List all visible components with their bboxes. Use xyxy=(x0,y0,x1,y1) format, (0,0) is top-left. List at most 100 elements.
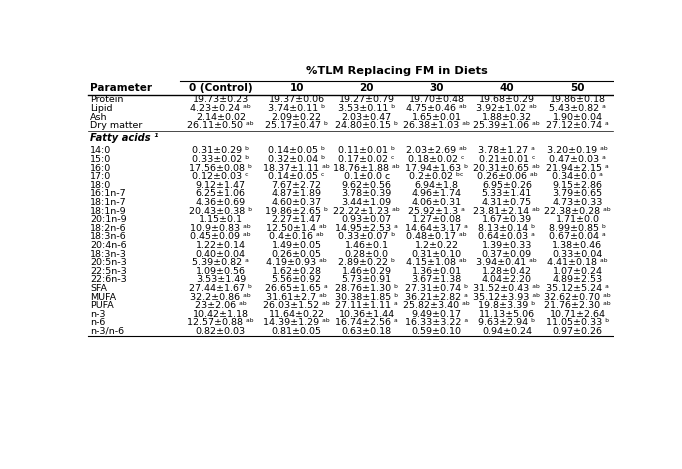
Text: Parameter: Parameter xyxy=(90,83,152,93)
Text: 1.15±0.1: 1.15±0.1 xyxy=(199,215,243,224)
Text: 0.82±0.03: 0.82±0.03 xyxy=(196,327,246,336)
Text: n-3/n-6: n-3/n-6 xyxy=(90,327,124,336)
Text: 3.20±0.19 ᵃᵇ: 3.20±0.19 ᵃᵇ xyxy=(547,146,608,155)
Text: Dry matter: Dry matter xyxy=(90,121,143,130)
Text: 3.74±0.11 ᵇ: 3.74±0.11 ᵇ xyxy=(268,104,325,113)
Text: 2.89±0.22 ᵇ: 2.89±0.22 ᵇ xyxy=(338,258,395,267)
Text: 11.13±5.06: 11.13±5.06 xyxy=(479,310,535,319)
Text: 20.43±0.38 ᵇ: 20.43±0.38 ᵇ xyxy=(189,207,252,216)
Text: 31.61±2.7 ᵃᵇ: 31.61±2.7 ᵃᵇ xyxy=(266,293,327,302)
Text: 4.60±0.37: 4.60±0.37 xyxy=(271,198,322,207)
Text: 4.04±2.20: 4.04±2.20 xyxy=(482,275,532,284)
Text: 27.12±0.74 ᵃ: 27.12±0.74 ᵃ xyxy=(546,121,609,130)
Text: 3.78±1.27 ᵃ: 3.78±1.27 ᵃ xyxy=(479,146,535,155)
Text: 35.12±5.24 ᵃ: 35.12±5.24 ᵃ xyxy=(546,284,609,293)
Text: 10.42±1.18: 10.42±1.18 xyxy=(193,310,249,319)
Text: 9.15±2.86: 9.15±2.86 xyxy=(552,181,602,190)
Text: n-3: n-3 xyxy=(90,310,106,319)
Text: 20:5n-3: 20:5n-3 xyxy=(90,258,127,267)
Text: 1.07±0.24: 1.07±0.24 xyxy=(552,267,602,276)
Text: 21.76±2.30 ᵃᵇ: 21.76±2.30 ᵃᵇ xyxy=(544,301,611,310)
Text: 30.38±1.85 ᵇ: 30.38±1.85 ᵇ xyxy=(335,293,398,302)
Text: 1.39±0.33: 1.39±0.33 xyxy=(481,241,532,250)
Text: 24.80±0.15 ᵇ: 24.80±0.15 ᵇ xyxy=(335,121,398,130)
Text: 20:4n-6: 20:4n-6 xyxy=(90,241,127,250)
Text: 22.22±1.23 ᵃᵇ: 22.22±1.23 ᵃᵇ xyxy=(333,207,400,216)
Text: 2.14±0.02: 2.14±0.02 xyxy=(196,113,246,121)
Text: 19.86±0.18: 19.86±0.18 xyxy=(550,95,606,105)
Text: 3.92±1.02 ᵃᵇ: 3.92±1.02 ᵃᵇ xyxy=(477,104,537,113)
Text: 4.73±0.33: 4.73±0.33 xyxy=(552,198,603,207)
Text: 18:1n-7: 18:1n-7 xyxy=(90,198,127,207)
Text: 25.92±1.3 ᵃ: 25.92±1.3 ᵃ xyxy=(409,207,465,216)
Text: 25.39±1.06 ᵃᵇ: 25.39±1.06 ᵃᵇ xyxy=(473,121,540,130)
Text: 9.49±0.17: 9.49±0.17 xyxy=(412,310,462,319)
Text: 20: 20 xyxy=(359,83,374,93)
Text: 4.06±0.31: 4.06±0.31 xyxy=(411,198,462,207)
Text: 4.89±2.53: 4.89±2.53 xyxy=(552,275,602,284)
Text: 10.9±0.83 ᵃᵇ: 10.9±0.83 ᵃᵇ xyxy=(190,224,251,233)
Text: 12.57±0.88 ᵃᵇ: 12.57±0.88 ᵃᵇ xyxy=(188,318,254,327)
Text: 35.12±3.93 ᵃᵇ: 35.12±3.93 ᵃᵇ xyxy=(473,293,540,302)
Text: 0.31±0.29 ᵇ: 0.31±0.29 ᵇ xyxy=(192,146,250,155)
Text: 9.12±1.47: 9.12±1.47 xyxy=(196,181,246,190)
Text: 2.09±0.22: 2.09±0.22 xyxy=(271,113,322,121)
Text: 0.28±0.0: 0.28±0.0 xyxy=(344,250,389,258)
Text: 4.75±0.46 ᵃᵇ: 4.75±0.46 ᵃᵇ xyxy=(406,104,467,113)
Text: 10.71±2.64: 10.71±2.64 xyxy=(550,310,606,319)
Text: 0.48±0.17 ᵃᵇ: 0.48±0.17 ᵃᵇ xyxy=(406,232,467,242)
Text: 32.62±0.70 ᵃᵇ: 32.62±0.70 ᵃᵇ xyxy=(544,293,611,302)
Text: 18:1n-9: 18:1n-9 xyxy=(90,207,127,216)
Text: 19.37±0.06: 19.37±0.06 xyxy=(269,95,325,105)
Text: 31.52±0.43 ᵃᵇ: 31.52±0.43 ᵃᵇ xyxy=(473,284,540,293)
Text: 0.97±0.26: 0.97±0.26 xyxy=(552,327,602,336)
Text: 1.38±0.46: 1.38±0.46 xyxy=(552,241,602,250)
Text: 20:1n-9: 20:1n-9 xyxy=(90,215,127,224)
Text: 6.95±0.26: 6.95±0.26 xyxy=(482,181,532,190)
Text: 1.88±0.32: 1.88±0.32 xyxy=(482,113,532,121)
Text: 0.18±0.02 ᶜ: 0.18±0.02 ᶜ xyxy=(409,155,465,164)
Text: 1.2±0.22: 1.2±0.22 xyxy=(415,241,458,250)
Text: 5.33±1.41: 5.33±1.41 xyxy=(481,189,532,198)
Text: PUFA: PUFA xyxy=(90,301,114,310)
Text: %TLM Replacing FM in Diets: %TLM Replacing FM in Diets xyxy=(306,66,487,76)
Text: 27.11±1.11 ᵃ: 27.11±1.11 ᵃ xyxy=(336,301,398,310)
Text: 0 (Control): 0 (Control) xyxy=(189,83,252,93)
Text: 0.47±0.03 ᵃ: 0.47±0.03 ᵃ xyxy=(549,155,606,164)
Text: 0.21±0.01 ᶜ: 0.21±0.01 ᶜ xyxy=(479,155,535,164)
Text: 0.93±0.07: 0.93±0.07 xyxy=(342,215,391,224)
Text: 25.17±0.47 ᵇ: 25.17±0.47 ᵇ xyxy=(265,121,328,130)
Text: 10: 10 xyxy=(289,83,304,93)
Text: 18:0: 18:0 xyxy=(90,181,111,190)
Text: 14:0: 14:0 xyxy=(90,146,111,155)
Text: 2.03±0.47: 2.03±0.47 xyxy=(342,113,391,121)
Text: 21.94±2.15 ᵃ: 21.94±2.15 ᵃ xyxy=(546,164,609,173)
Text: 0.64±0.03 ᵃ: 0.64±0.03 ᵃ xyxy=(479,232,535,242)
Text: 1.22±0.14: 1.22±0.14 xyxy=(196,241,246,250)
Text: 8.99±0.85 ᵇ: 8.99±0.85 ᵇ xyxy=(549,224,606,233)
Text: 0.26±0.06 ᵃᵇ: 0.26±0.06 ᵃᵇ xyxy=(477,172,537,181)
Text: 0.14±0.05 ᶜ: 0.14±0.05 ᶜ xyxy=(268,172,325,181)
Text: 23±2.06 ᵃᵇ: 23±2.06 ᵃᵇ xyxy=(195,301,247,310)
Text: 16.33±3.22 ᵃ: 16.33±3.22 ᵃ xyxy=(405,318,468,327)
Text: 0.33±0.07 ᵇ: 0.33±0.07 ᵇ xyxy=(338,232,396,242)
Text: 9.63±2.94 ᵇ: 9.63±2.94 ᵇ xyxy=(478,318,535,327)
Text: 9.62±0.56: 9.62±0.56 xyxy=(342,181,391,190)
Text: 1.62±0.28: 1.62±0.28 xyxy=(271,267,322,276)
Text: 4.41±0.18 ᵃᵇ: 4.41±0.18 ᵃᵇ xyxy=(547,258,608,267)
Text: 1.67±0.39: 1.67±0.39 xyxy=(482,215,532,224)
Text: Protein: Protein xyxy=(90,95,123,105)
Text: 4.87±1.89: 4.87±1.89 xyxy=(271,189,322,198)
Text: 18:3n-6: 18:3n-6 xyxy=(90,232,127,242)
Text: 1.46±0.1: 1.46±0.1 xyxy=(344,241,389,250)
Text: 27.44±1.67 ᵇ: 27.44±1.67 ᵇ xyxy=(190,284,252,293)
Text: 7.67±2.72: 7.67±2.72 xyxy=(271,181,322,190)
Text: 3.79±0.65: 3.79±0.65 xyxy=(552,189,602,198)
Text: 1.36±0.01: 1.36±0.01 xyxy=(411,267,462,276)
Text: 18:3n-3: 18:3n-3 xyxy=(90,250,127,258)
Text: Lipid: Lipid xyxy=(90,104,113,113)
Text: 12.50±1.4 ᵃᵇ: 12.50±1.4 ᵃᵇ xyxy=(266,224,327,233)
Text: 19.68±0.29: 19.68±0.29 xyxy=(479,95,535,105)
Text: 0.81±0.05: 0.81±0.05 xyxy=(271,327,322,336)
Text: 0.34±0.0 ᵃ: 0.34±0.0 ᵃ xyxy=(552,172,603,181)
